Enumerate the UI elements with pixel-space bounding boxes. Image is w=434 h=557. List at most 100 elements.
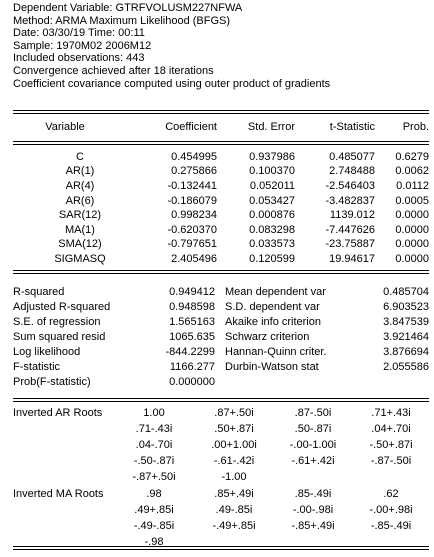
root-value: .87-.50i — [294, 406, 332, 419]
variable-name: C — [76, 150, 84, 163]
root-value: .62 — [383, 487, 399, 500]
root-value: -1.00 — [221, 471, 247, 484]
roots-row: .49+.85i .49-.85i -.00-.98i -.00+.98i — [13, 502, 429, 518]
root-value: -.00-1.00i — [289, 438, 337, 451]
root-value: .71+.43i — [371, 406, 411, 419]
variable-name: SMA(12) — [58, 238, 102, 251]
t-statistic-value: 19.94617 — [329, 252, 375, 265]
statistic-row: Log likelihood -844.2299 Hannan-Quinn crit… — [13, 345, 429, 360]
statistic-label: Durbin-Watson stat — [225, 361, 319, 373]
coefficient-row: MA(1) -0.620370 0.083298 -7.447626 0.0000 — [13, 223, 429, 238]
std-error-value: 0.120599 — [249, 252, 295, 265]
statistic-label: Schwarz criterion — [225, 331, 310, 343]
covariance-line: Coefficient covariance computed using ou… — [13, 77, 331, 90]
estimation-header: Dependent Variable: GTRFVOLUSM227NFWA Me… — [0, 2, 434, 90]
spacer — [215, 375, 225, 390]
root-value: -.49-.85i — [133, 519, 175, 532]
roots-row: -.98 — [13, 535, 429, 551]
root-value: -.50-.87i — [133, 455, 175, 468]
roots-label — [13, 437, 113, 453]
statistic-row: F-statistic 1166.277 Durbin-Watson stat 2.0… — [13, 360, 429, 375]
std-error-value: 0.937986 — [249, 150, 295, 163]
divider — [13, 398, 429, 399]
std-error-value: 0.083298 — [249, 223, 295, 236]
statistic-label: F-statistic — [13, 361, 61, 373]
statistic-label: Log likelihood — [13, 346, 81, 358]
t-statistic-value: -2.546403 — [325, 179, 375, 192]
variable-name: AR(4) — [65, 179, 95, 192]
roots-label — [13, 518, 113, 534]
t-statistic-value: 0.485077 — [329, 150, 375, 163]
statistic-value — [369, 375, 429, 390]
root-value: -.61+.42i — [291, 455, 335, 468]
coefficient-row: AR(6) -0.186079 0.053427 -3.482837 0.0005 — [13, 194, 429, 209]
statistic-value: 2.055586 — [383, 361, 429, 373]
column-header: Variable — [45, 121, 85, 133]
variable-name: AR(1) — [65, 165, 95, 178]
roots-label: Inverted AR Roots — [13, 406, 103, 419]
divider — [13, 546, 429, 547]
roots-label: Inverted MA Roots — [13, 487, 104, 500]
root-value: -.00+.98i — [369, 503, 413, 516]
root-value: 1.00 — [143, 406, 165, 419]
statistic-value: 1065.635 — [169, 331, 215, 343]
coefficient-row: AR(1) 0.275866 0.100370 2.748488 0.0062 — [13, 165, 429, 180]
root-value: .49-.85i — [215, 503, 253, 516]
root-value: -.49+.85i — [212, 519, 256, 532]
statistic-row: Adjusted R-squared 0.948598 S.D. dependent… — [13, 300, 429, 315]
statistic-label: Hannan-Quinn criter. — [225, 346, 327, 358]
root-value: .50-.87i — [294, 422, 332, 435]
coefficient-value: -0.620370 — [167, 223, 217, 236]
column-header: Prob. — [402, 121, 429, 133]
regression-statistics: R-squared 0.949412 Mean dependent var 0.485… — [13, 285, 429, 390]
spacer — [215, 285, 225, 300]
inverted-roots-table: Inverted AR Roots 1.00 .87+.50i .87-.50i .7… — [13, 405, 429, 551]
std-error-value: 0.100370 — [249, 165, 295, 178]
coefficient-value: -0.186079 — [167, 194, 217, 207]
statistic-label: Adjusted R-squared — [13, 301, 111, 313]
statistic-label: R-squared — [13, 286, 65, 298]
divider — [13, 270, 429, 271]
root-value: .98 — [146, 487, 162, 500]
root-value: .85+.49i — [214, 487, 254, 500]
coefficient-value: -0.132441 — [167, 179, 217, 192]
probability-value: 0.0000 — [395, 252, 429, 265]
statistic-value: -844.2299 — [165, 346, 215, 358]
statistic-value: 0.000000 — [169, 376, 215, 388]
spacer — [215, 345, 225, 360]
root-value: .87+.50i — [214, 406, 254, 419]
statistic-value: 1166.277 — [169, 361, 215, 373]
variable-name: MA(1) — [65, 223, 95, 236]
divider — [13, 110, 429, 111]
root-value: .04-.70i — [135, 438, 173, 451]
spacer — [215, 315, 225, 330]
observations-line: Included observations: 443 — [13, 52, 145, 65]
t-statistic-value: -3.482837 — [325, 194, 375, 207]
probability-value: 0.0000 — [395, 209, 429, 222]
statistic-label: S.D. dependent var — [225, 301, 320, 313]
statistic-value: 3.847539 — [383, 316, 429, 328]
root-value: .71-.43i — [135, 422, 173, 435]
coefficient-row: C 0.454995 0.937986 0.485077 0.6279 — [13, 150, 429, 165]
variable-name: SIGMASQ — [54, 252, 106, 265]
variable-name: SAR(12) — [58, 209, 102, 222]
statistic-value: 3.921464 — [383, 331, 429, 343]
convergence-line: Convergence achieved after 18 iterations — [13, 64, 214, 77]
statistic-row: Prob(F-statistic) 0.000000 — [13, 375, 429, 390]
roots-row: -.49-.85i -.49+.85i -.85+.49i -.85-.49i — [13, 518, 429, 534]
coefficient-value: -0.797651 — [167, 238, 217, 251]
t-statistic-value: -7.447626 — [325, 223, 375, 236]
divider — [13, 549, 429, 550]
coefficient-value: 0.998234 — [171, 209, 217, 222]
coefficient-row: SAR(12) 0.998234 0.000876 1139.012 0.0000 — [13, 208, 429, 223]
roots-row: Inverted MA Roots .98 .85+.49i .85-.49i .62 — [13, 486, 429, 502]
statistic-label: Prob(F-statistic) — [13, 376, 91, 388]
probability-value: 0.0062 — [395, 165, 429, 178]
std-error-value: 0.033573 — [249, 238, 295, 251]
coefficient-value: 0.454995 — [171, 150, 217, 163]
root-value: .04+.70i — [371, 422, 411, 435]
roots-row: Inverted AR Roots 1.00 .87+.50i .87-.50i .7… — [13, 405, 429, 421]
root-value: .49+.85i — [134, 503, 174, 516]
coefficient-value: 2.405496 — [171, 252, 217, 265]
